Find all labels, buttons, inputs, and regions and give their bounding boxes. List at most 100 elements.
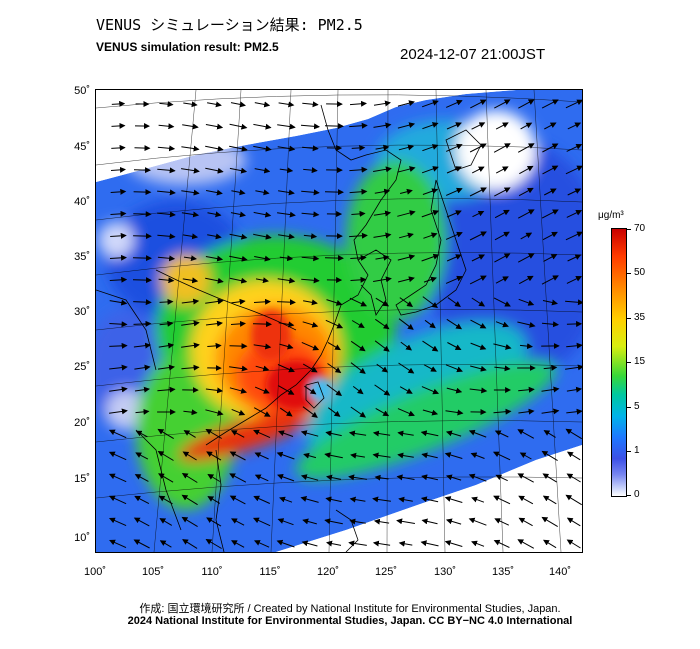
wind-arrow [303,233,318,240]
wind-arrow [231,518,245,526]
wind-arrow [253,123,272,130]
wind-arrow [277,145,296,152]
wind-arrow [349,188,368,195]
wind-arrow [183,430,196,438]
wind-arrow [566,276,582,284]
wind-arrow [276,451,295,460]
wind-arrow [422,296,439,308]
title-english: VENUS simulation result: PM2.5 [96,40,279,54]
wind-arrow [230,211,246,218]
wind-arrow [517,209,535,219]
map-canvas [96,90,582,552]
wind-arrow [565,494,582,506]
wind-arrow [349,166,368,173]
wind-arrow [157,167,176,174]
wind-arrow [205,277,224,284]
wind-arrow [205,320,223,327]
wind-arrow [206,189,223,196]
wind-arrow [470,319,487,329]
wind-arrow [207,101,222,108]
wind-arrow [205,167,224,174]
wind-arrow [518,386,535,393]
wind-arrow [159,298,174,305]
wind-arrow [375,318,390,330]
wind-arrow [421,166,439,174]
wind-arrow [493,297,511,307]
wind-arrow [327,341,341,351]
wind-arrow [565,231,582,241]
wind-arrow [278,101,295,108]
colorbar-tick [626,407,631,408]
wind-arrow [469,231,487,241]
wind-arrow [446,254,462,262]
wind-arrow [543,430,556,438]
lon-label-135: 135˚ [491,566,515,578]
wind-arrow [494,231,510,241]
wind-arrow [372,430,391,437]
wind-arrow [230,430,245,438]
out-of-domain [96,90,516,182]
wind-arrow [348,540,367,547]
wind-arrow [518,187,534,197]
wind-arrow [493,343,512,350]
wind-arrow [519,165,534,175]
lat-label-25: 25˚ [74,361,90,373]
wind-arrow [159,101,174,108]
colorbar [611,228,627,497]
wind-arrow [471,254,485,262]
wind-arrow [133,342,152,349]
wind-arrow [493,408,512,415]
wind-arrow [397,452,414,459]
wind-arrow [157,189,176,196]
wind-arrow [135,408,150,415]
wind-arrow [111,122,126,129]
lat-label-35: 35˚ [74,251,90,263]
wind-arrow [229,233,248,240]
wind-arrow [108,429,127,439]
wind-arrow [542,495,557,505]
wind-arrow [231,408,246,416]
wind-arrow [134,364,151,371]
wind-arrow [565,364,582,371]
wind-arrow [397,166,416,173]
wind-arrow [446,122,462,130]
wind-arrow [109,276,128,283]
wind-arrow [302,363,318,373]
wind-arrow [469,275,487,285]
wind-arrow [303,299,318,306]
wind-arrow [158,342,175,349]
lon-label-105: 105˚ [141,566,165,578]
wind-arrow [157,428,174,440]
wind-arrow [159,320,174,327]
wind-arrow [302,145,319,152]
wind-arrow [301,540,318,547]
wind-arrow [420,430,439,437]
wind-arrow [278,233,295,240]
wind-arrow [159,540,172,548]
wind-arrow [111,100,126,107]
wind-arrow [181,211,200,218]
wind-arrow [326,299,343,306]
wind-arrow [446,166,462,174]
wind-arrow [182,451,197,461]
wind-arrow [422,188,439,195]
wind-arrow [158,473,174,483]
wind-arrow [494,518,510,526]
wind-arrow [351,210,366,217]
colorbar-tick [626,273,631,274]
wind-arrow [541,450,558,462]
wind-arrow [231,189,246,196]
wind-arrow [424,319,436,329]
wind-arrow [348,430,367,437]
wind-arrow [399,188,413,195]
colorbar-tick [626,362,631,363]
wind-arrow [205,145,224,152]
wind-arrow [303,452,317,459]
wind-arrow [158,123,175,130]
wind-arrow [422,122,439,130]
wind-arrow [206,451,222,461]
wind-arrow [373,276,392,283]
wind-arrow [397,408,415,417]
wind-arrow [350,452,365,459]
wind-arrow [519,343,533,350]
